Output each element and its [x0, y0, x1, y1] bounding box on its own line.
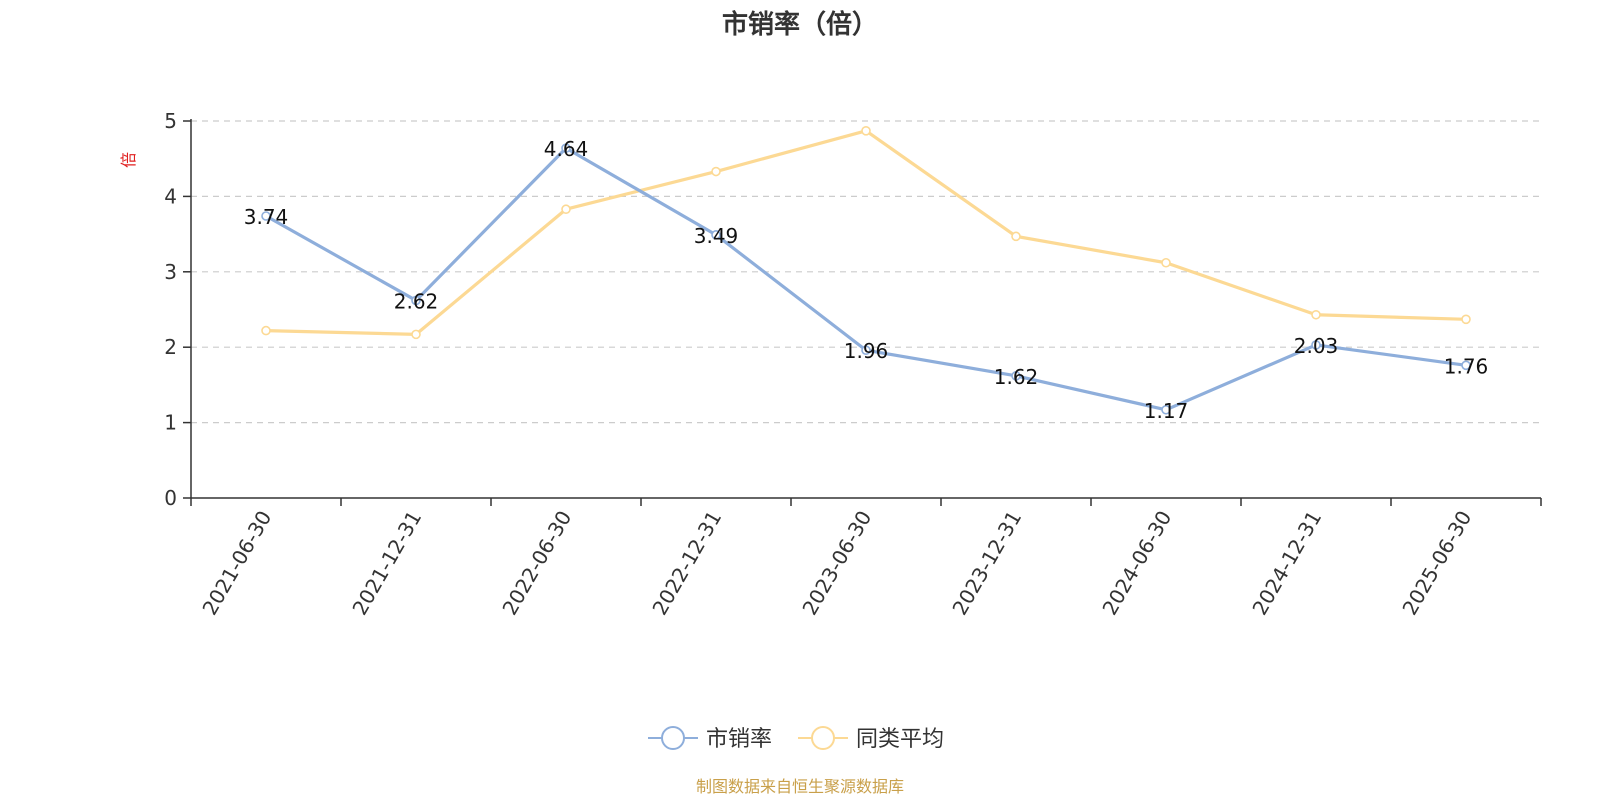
series-point	[711, 230, 721, 240]
series-point	[261, 211, 271, 221]
data-label: 1.62	[994, 365, 1039, 389]
legend: 市销率 同类平均	[648, 726, 944, 752]
data-label: 4.64	[544, 137, 589, 161]
y-tick-label: 5	[164, 109, 177, 133]
series-point	[1011, 231, 1021, 242]
series-point	[411, 295, 421, 306]
series-point	[561, 143, 571, 153]
legend-marker	[811, 726, 835, 750]
y-axis-unit: 倍	[119, 152, 138, 168]
data-label: 3.74	[244, 205, 289, 229]
x-tick-label: 2025-06-30	[1397, 507, 1476, 620]
data-label: 2.62	[394, 289, 439, 313]
series-point	[561, 204, 571, 215]
series-line	[265, 129, 1467, 336]
x-tick-label: 2023-06-30	[797, 507, 876, 620]
data-labels: 3.74 2.62 4.64 3.49 1.96 1.62 1.17 2.03 1.76	[244, 137, 1489, 423]
legend-label: 市销率	[706, 727, 772, 752]
x-tick-label: 2024-12-31	[1247, 507, 1326, 620]
legend-marker	[661, 726, 685, 750]
x-tick-label: 2023-12-31	[947, 507, 1026, 620]
y-tick-label: 0	[164, 486, 177, 510]
series-point	[1311, 309, 1321, 320]
series-point	[261, 325, 271, 336]
data-label: 1.76	[1444, 354, 1489, 378]
x-tick-label: 2022-12-31	[647, 507, 726, 620]
x-tick-label: 2021-12-31	[347, 507, 426, 620]
y-tick-label: 2	[164, 335, 177, 359]
series-point	[711, 166, 721, 177]
series-point	[1311, 340, 1321, 350]
y-tick-label: 4	[164, 184, 177, 208]
x-tick-label: 2022-06-30	[497, 507, 576, 620]
series-line	[265, 146, 1467, 412]
series-layer	[261, 126, 1471, 415]
x-tick-label: 2024-06-30	[1097, 507, 1176, 620]
data-label: 1.17	[1144, 399, 1189, 423]
series-point	[411, 329, 421, 340]
y-tick-label: 1	[164, 411, 177, 435]
series-point	[1161, 404, 1171, 415]
data-label: 2.03	[1294, 334, 1339, 358]
series-point	[861, 126, 871, 136]
chart-title: 市销率（倍）	[722, 9, 878, 40]
series-point	[861, 345, 871, 356]
series-point	[1461, 314, 1471, 325]
axes: 0 1 2 3 4 5 2021-06-30 2021-12-31 2022-06-30 2022…	[164, 109, 1542, 620]
series-point	[1461, 360, 1471, 371]
y-tick-label: 3	[164, 260, 177, 284]
series-point	[1161, 257, 1171, 268]
x-tick-label: 2021-06-30	[197, 507, 276, 620]
grid-lines	[191, 120, 1541, 424]
data-label: 1.96	[844, 339, 889, 363]
legend-label: 同类平均	[856, 727, 944, 752]
series-point	[1011, 371, 1021, 381]
source-note: 制图数据来自恒生聚源数据库	[696, 777, 904, 796]
data-label: 3.49	[694, 224, 739, 248]
